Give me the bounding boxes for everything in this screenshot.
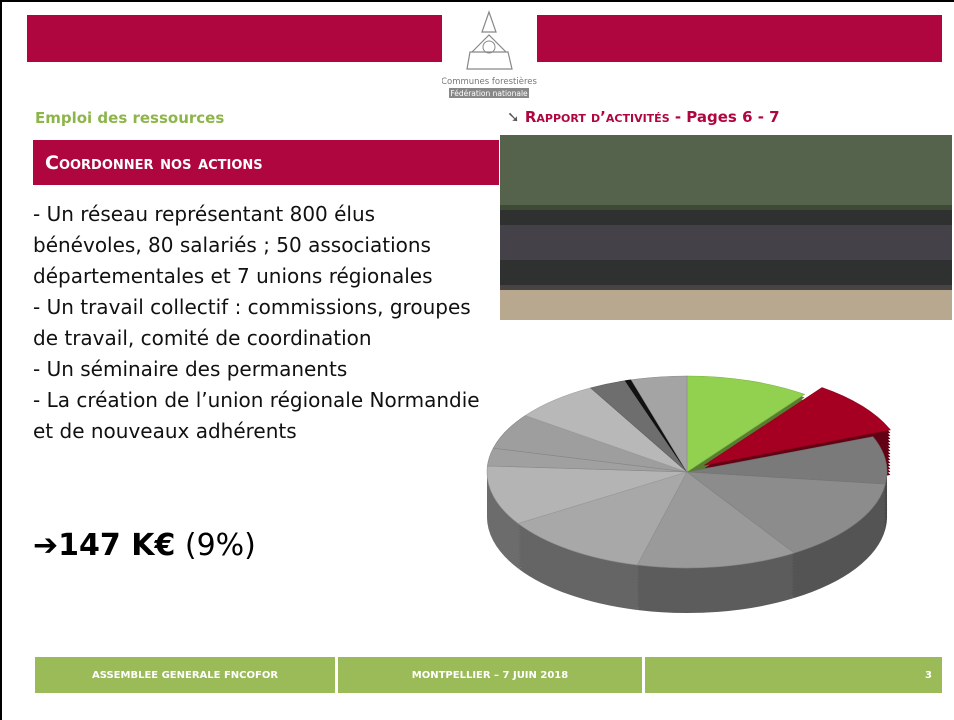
ref-arrow: ➘ [507, 108, 520, 126]
highlight: ➔147 K€ (9%) [33, 528, 256, 563]
logo-text: Fédération nationale [450, 89, 528, 98]
bullet: - Un réseau représentant 800 élus bénévo… [33, 199, 483, 292]
bullet: - La création de l’union régionale Norma… [33, 385, 483, 447]
logo: Communes forestières Fédération national… [442, 7, 537, 99]
footer-cell: ASSEMBLEE GENERALE FNCOFOR [35, 657, 335, 693]
header-bar [537, 15, 942, 62]
logo-text: Communes forestières [442, 76, 537, 87]
title: Coordonner nos actions [45, 152, 263, 174]
reference: ➘ Rapport d’activités - Pages 6 - 7 [507, 108, 780, 126]
bullet-list: - Un réseau représentant 800 élus bénévo… [33, 199, 483, 447]
ref-pages: - Pages 6 - 7 [670, 108, 780, 126]
header-bar [27, 15, 442, 62]
slide: Communes forestières Fédération national… [0, 0, 954, 720]
title-bar: Coordonner nos actions [33, 140, 499, 185]
section-label: Emploi des ressources [35, 109, 224, 127]
bullet: - Un séminaire des permanents [33, 354, 483, 385]
footer-text: MONTPELLIER – 7 JUIN 2018 [412, 670, 568, 681]
footer-cell: MONTPELLIER – 7 JUIN 2018 [338, 657, 642, 693]
page-number: 3 [925, 670, 932, 681]
bullet: - Un travail collectif : commissions, gr… [33, 292, 483, 354]
photo [500, 135, 952, 320]
highlight-share: (9%) [175, 528, 256, 563]
footer-cell: 3 [645, 657, 942, 693]
footer-text: ASSEMBLEE GENERALE FNCOFOR [92, 670, 278, 681]
pie-chart [472, 372, 922, 632]
highlight-amount: 147 K€ [58, 528, 175, 563]
highlight-arrow: ➔ [33, 528, 58, 563]
ref-title: Rapport d’activités [525, 108, 670, 126]
